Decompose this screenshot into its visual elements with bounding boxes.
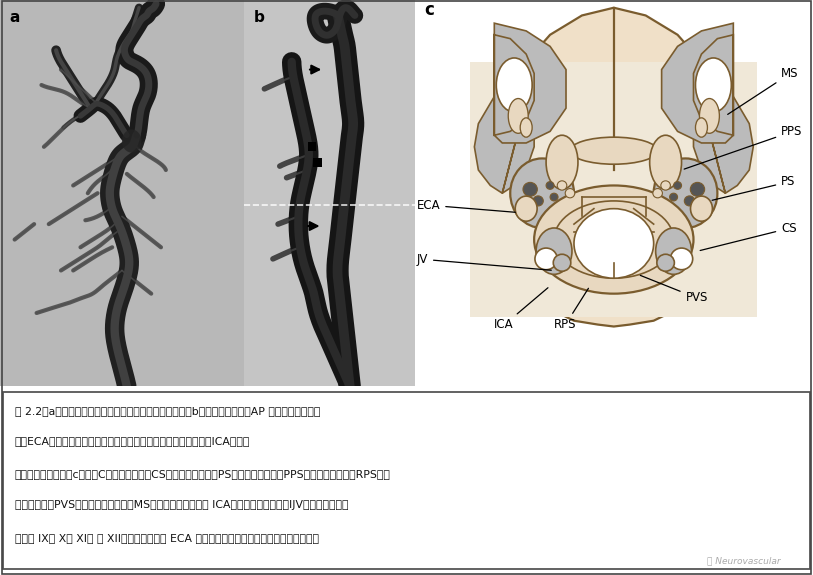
- Bar: [308, 142, 316, 151]
- Text: c: c: [424, 2, 434, 20]
- Polygon shape: [475, 7, 753, 327]
- Text: JV: JV: [416, 253, 551, 270]
- Text: PPS: PPS: [685, 125, 802, 169]
- Polygon shape: [693, 70, 753, 193]
- Circle shape: [557, 181, 567, 190]
- Ellipse shape: [511, 159, 574, 228]
- Circle shape: [535, 248, 557, 270]
- Circle shape: [661, 181, 671, 190]
- Circle shape: [657, 254, 674, 271]
- Ellipse shape: [534, 186, 693, 294]
- Ellipse shape: [655, 228, 692, 274]
- Circle shape: [671, 248, 693, 270]
- Polygon shape: [662, 23, 733, 143]
- Ellipse shape: [554, 201, 673, 278]
- Text: MS: MS: [728, 67, 798, 114]
- Circle shape: [533, 196, 543, 206]
- Ellipse shape: [508, 98, 528, 133]
- Text: PVS: PVS: [641, 275, 708, 304]
- Ellipse shape: [536, 228, 572, 274]
- Circle shape: [653, 189, 663, 198]
- Text: ICA: ICA: [494, 288, 548, 331]
- Circle shape: [546, 182, 554, 189]
- Text: 脉（ECA，筭头），首先颢内动脉内侧，以后位于颢内动脉内侧（ICA）。⤴: 脉（ECA，筭头），首先颢内动脉内侧，以后位于颢内动脉内侧（ICA）。⤴: [15, 436, 250, 446]
- Ellipse shape: [699, 98, 720, 133]
- Polygon shape: [475, 70, 534, 193]
- Text: PS: PS: [712, 175, 795, 200]
- Text: b: b: [254, 10, 265, 25]
- Polygon shape: [494, 23, 566, 143]
- Ellipse shape: [574, 209, 654, 278]
- Text: Ⓝ Neurovascular: Ⓝ Neurovascular: [707, 556, 781, 565]
- Ellipse shape: [122, 129, 141, 152]
- Text: CS: CS: [700, 222, 797, 251]
- Text: RPS: RPS: [554, 288, 589, 331]
- Ellipse shape: [496, 58, 533, 112]
- Circle shape: [523, 182, 537, 196]
- Ellipse shape: [515, 196, 537, 221]
- Ellipse shape: [570, 137, 658, 164]
- Ellipse shape: [650, 135, 681, 189]
- Circle shape: [550, 193, 558, 201]
- Ellipse shape: [546, 135, 578, 189]
- Circle shape: [670, 193, 677, 201]
- Text: a: a: [10, 10, 20, 25]
- Circle shape: [554, 254, 571, 271]
- Circle shape: [565, 189, 575, 198]
- Ellipse shape: [654, 159, 717, 228]
- Text: 虚线与轴面相对应（c）。（C）颢动脉间隙（CS），由腔腺包围（PS），和咽旁间隙（PPS），和咽后间隙（RPS），: 虚线与轴面相对应（c）。（C）颢动脉间隙（CS），由腔腺包围（PS），和咽旁间隙…: [15, 469, 390, 480]
- Bar: [313, 158, 322, 167]
- Bar: [471, 62, 757, 317]
- Circle shape: [673, 182, 681, 189]
- Text: 颌神经 IX， X， XI， 和 XII。在腔腺间隙， ECA 向后和向前的下颌后静脉。面神经侧方进行: 颌神经 IX， X， XI， 和 XII。在腔腺间隙， ECA 向后和向前的下颌…: [15, 534, 319, 543]
- Text: 和椎周间隙（PVS）。和嘱嚼肌间隙（MS）。颢动脉间隙显示 ICA（前方）和颢静脉（IJV、后方），连同: 和椎周间隙（PVS）。和嘱嚼肌间隙（MS）。颢动脉间隙显示 ICA（前方）和颢静…: [15, 500, 348, 509]
- Text: ECA: ECA: [416, 198, 515, 212]
- Ellipse shape: [690, 196, 712, 221]
- Text: 图 2.2（a）颢总动脉造影，侧位，显示颢外和颢内动脉（b）颢总动脉造影，AP 前后位显示颢外动: 图 2.2（a）颢总动脉造影，侧位，显示颢外和颢内动脉（b）颢总动脉造影，AP …: [15, 406, 320, 416]
- Ellipse shape: [520, 118, 533, 137]
- Ellipse shape: [695, 58, 732, 112]
- Circle shape: [690, 182, 705, 196]
- Ellipse shape: [695, 118, 707, 137]
- Circle shape: [685, 196, 694, 206]
